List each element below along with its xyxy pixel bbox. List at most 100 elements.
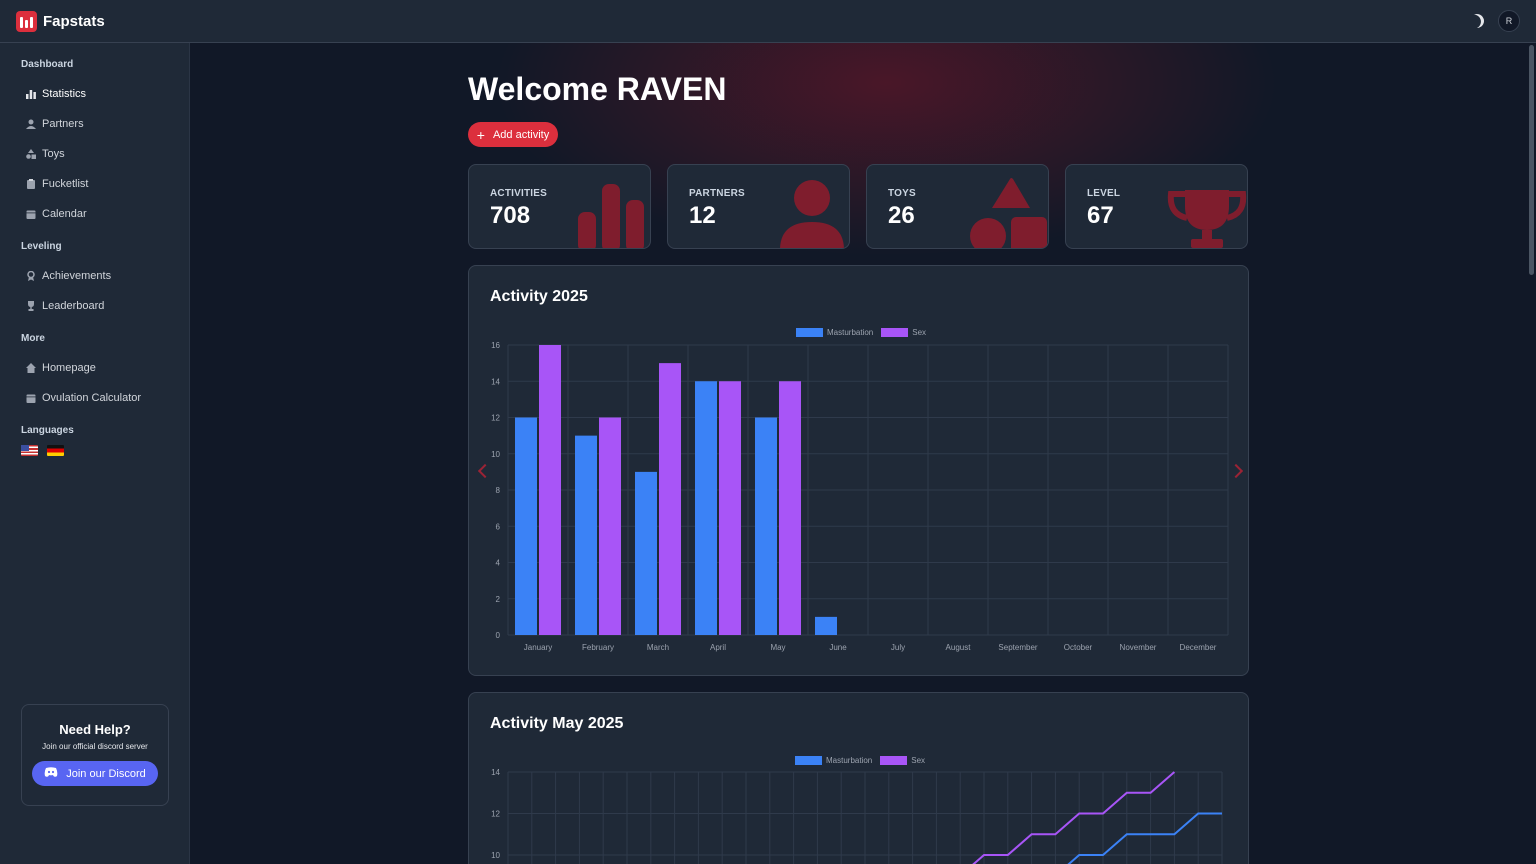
stat-value: 67	[1087, 202, 1114, 229]
bar-sex	[539, 345, 561, 635]
sidebar-item-partners[interactable]: Partners	[0, 109, 189, 139]
legend-item[interactable]: Masturbation	[796, 328, 873, 337]
stat-card-toys: TOYS 26	[866, 164, 1049, 249]
avatar[interactable]: R	[1498, 10, 1520, 32]
bar-sex	[779, 381, 801, 635]
legend-label: Masturbation	[827, 328, 874, 337]
user-icon	[26, 119, 36, 129]
sidebar-item-label: Fucketlist	[42, 178, 89, 190]
monthly-line-chart: 10 12 14	[491, 768, 1223, 864]
language-de-flag-icon[interactable]	[47, 445, 64, 456]
x-tick-label: June	[829, 643, 847, 652]
sidebar-section-title: Leveling	[21, 241, 62, 252]
scrollbar[interactable]	[1529, 45, 1534, 275]
dark-mode-toggle-icon[interactable]	[1467, 11, 1486, 30]
x-tick-label: September	[998, 643, 1037, 652]
y-tick-label: 10	[491, 450, 500, 459]
trophy-icon	[26, 301, 36, 311]
y-tick-label: 14	[491, 768, 500, 777]
help-subtitle: Join our official discord server	[42, 742, 148, 751]
page-title: Welcome RAVEN	[468, 71, 727, 107]
logo-icon	[16, 10, 37, 32]
stat-value: 12	[689, 202, 716, 229]
bar-masturbation	[635, 471, 657, 635]
stat-label: PARTNERS	[689, 188, 745, 199]
x-tick-label: August	[946, 643, 972, 652]
sidebar-item-toys[interactable]: Toys	[0, 139, 189, 169]
plus-icon: +	[476, 126, 485, 143]
sidebar-item-label: Toys	[42, 148, 65, 160]
sidebar-item-statistics[interactable]: Statistics	[0, 79, 189, 109]
bar-sex	[599, 417, 621, 635]
legend-item[interactable]: Masturbation	[795, 756, 872, 765]
shapes-icon	[970, 178, 1047, 248]
sidebar-section-leveling: Leveling Achievements Leaderboard	[0, 241, 189, 321]
x-tick-label: March	[647, 643, 669, 652]
award-icon	[26, 271, 36, 281]
sidebar-section-title: More	[21, 333, 45, 344]
y-tick-label: 12	[491, 810, 500, 819]
legend-label: Sex	[912, 328, 927, 337]
x-tick-label: December	[1180, 643, 1217, 652]
legend-swatch	[880, 756, 908, 765]
yearly-activity-card: Activity 2025 Masturbation Sex 0 2 4 6 8 10 12…	[468, 265, 1249, 676]
x-tick-label: January	[524, 643, 552, 652]
sidebar-item-calendar[interactable]: Calendar	[0, 199, 189, 229]
sidebar-section-more: More Homepage Ovulation Calculator	[0, 333, 189, 413]
legend-swatch	[881, 328, 909, 337]
sidebar-section-title: Languages	[21, 425, 74, 436]
sidebar-item-fucketlist[interactable]: Fucketlist	[0, 169, 189, 199]
sidebar-item-label: Ovulation Calculator	[42, 392, 142, 404]
legend-label: Masturbation	[826, 756, 873, 765]
user-icon	[780, 180, 844, 248]
legend-swatch	[796, 328, 823, 337]
y-tick-label: 12	[491, 414, 500, 423]
stat-card-level: LEVEL 67	[1065, 164, 1248, 249]
language-en-flag-icon[interactable]	[21, 445, 38, 456]
chart-legend: Masturbation Sex	[796, 328, 926, 337]
sidebar-item-ovulation-calculator[interactable]: Ovulation Calculator	[0, 383, 189, 413]
sidebar-item-label: Partners	[42, 118, 84, 130]
bar-chart-icon	[26, 89, 36, 99]
clipboard-icon	[26, 179, 36, 189]
bar-sex	[659, 363, 681, 635]
x-tick-label: April	[710, 643, 726, 652]
y-tick-label: 2	[496, 595, 501, 604]
home-icon	[26, 363, 36, 373]
app-logo[interactable]: Fapstats	[16, 10, 105, 32]
join-discord-button[interactable]: Join our Discord	[32, 761, 158, 786]
legend-item[interactable]: Sex	[880, 756, 925, 765]
calendar-icon	[26, 209, 36, 219]
card-title: Activity May 2025	[490, 715, 624, 732]
sidebar-item-label: Homepage	[42, 362, 96, 374]
y-tick-label: 10	[491, 851, 500, 860]
sidebar-item-leaderboard[interactable]: Leaderboard	[0, 291, 189, 321]
stat-value: 708	[490, 202, 531, 229]
add-activity-button[interactable]: + Add activity	[468, 122, 558, 147]
bar-masturbation	[815, 616, 837, 635]
line-sex	[972, 771, 1176, 864]
sidebar-item-homepage[interactable]: Homepage	[0, 353, 189, 383]
help-title: Need Help?	[59, 722, 131, 737]
stat-card-activities: ACTIVITIES 708	[468, 164, 651, 249]
chart-legend: Masturbation Sex	[795, 756, 925, 765]
bar-masturbation	[755, 417, 777, 635]
add-activity-label: Add activity	[492, 128, 550, 141]
sidebar-section-title: Dashboard	[21, 59, 74, 70]
legend-item[interactable]: Sex	[881, 328, 926, 337]
x-tick-label: October	[1064, 643, 1093, 652]
stat-label: LEVEL	[1087, 188, 1121, 199]
shapes-icon	[26, 149, 36, 159]
bar-masturbation	[575, 435, 597, 635]
yearly-bar-chart: 0 2 4 6 8 10 12 14 16 January February March April Ma…	[491, 341, 1229, 652]
discord-icon	[44, 767, 58, 780]
x-tick-label: July	[891, 643, 905, 652]
y-tick-label: 16	[491, 341, 500, 350]
y-tick-label: 6	[496, 522, 501, 531]
x-tick-label: November	[1120, 643, 1157, 652]
stat-card-partners: PARTNERS 12	[667, 164, 850, 249]
stat-value: 26	[888, 202, 915, 229]
sidebar-item-achievements[interactable]: Achievements	[0, 261, 189, 291]
sidebar-item-label: Achievements	[42, 270, 112, 282]
sidebar-item-label: Statistics	[42, 88, 87, 100]
